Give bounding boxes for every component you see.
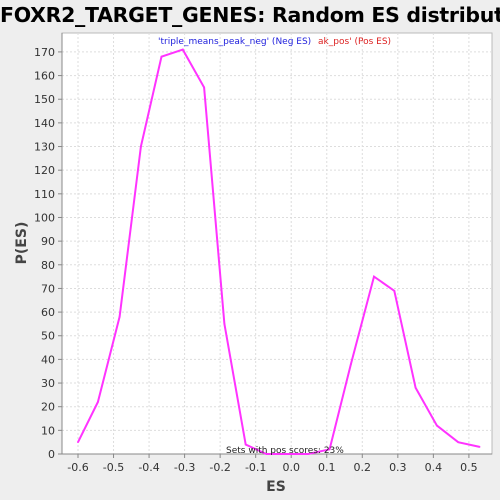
data-point bbox=[436, 424, 438, 427]
data-point bbox=[77, 441, 79, 444]
y-tick-label: 160 bbox=[34, 70, 55, 83]
x-tick-label: -0.3 bbox=[174, 461, 195, 474]
y-tick-label: 80 bbox=[41, 259, 55, 272]
data-point bbox=[223, 323, 226, 325]
y-tick-label: 110 bbox=[34, 188, 55, 201]
data-point bbox=[393, 289, 396, 292]
x-tick-label: -0.6 bbox=[67, 461, 88, 474]
y-tick-label: 50 bbox=[41, 330, 55, 343]
y-tick-label: 170 bbox=[34, 46, 55, 59]
x-tick-label: 0.4 bbox=[425, 461, 443, 474]
x-tick-label: -0.5 bbox=[103, 461, 124, 474]
legend-pos-label: ak_pos' (Pos ES) bbox=[318, 37, 391, 47]
data-point bbox=[160, 55, 163, 58]
x-tick-labels: -0.6 -0.5 -0.4 -0.3 -0.2 -0.1 0.0 0.1 0.2 0.3 0.4 0… bbox=[67, 461, 477, 474]
data-point bbox=[244, 443, 247, 446]
legend-neg-label: 'triple_means_peak_neg' (Neg ES) bbox=[158, 37, 311, 47]
y-tick-label: 10 bbox=[41, 424, 55, 437]
data-point bbox=[96, 401, 99, 403]
y-tick-label: 150 bbox=[34, 93, 55, 106]
y-tick-label: 40 bbox=[41, 353, 55, 366]
y-tick-label: 100 bbox=[34, 211, 55, 224]
x-tick-label: 0.3 bbox=[389, 461, 407, 474]
y-tick-label: 60 bbox=[41, 306, 55, 319]
y-tick-label: 30 bbox=[41, 377, 55, 390]
y-axis-title: P(ES) bbox=[14, 222, 30, 265]
y-tick-label: 20 bbox=[41, 401, 55, 414]
plot-area bbox=[61, 32, 493, 455]
y-tick-label: 90 bbox=[41, 235, 55, 248]
data-point bbox=[328, 448, 331, 451]
data-point bbox=[307, 453, 310, 455]
x-tick-label: -0.1 bbox=[245, 461, 266, 474]
data-point bbox=[181, 48, 184, 51]
y-tick-label: 140 bbox=[34, 117, 55, 130]
data-point bbox=[373, 275, 375, 278]
x-tick-label: -0.4 bbox=[138, 461, 159, 474]
x-tick-label: 0.2 bbox=[354, 461, 372, 474]
y-tick-label: 120 bbox=[34, 164, 55, 177]
data-point bbox=[118, 315, 121, 318]
data-point bbox=[414, 386, 417, 389]
data-point bbox=[478, 446, 481, 448]
x-axis-title: ES bbox=[266, 479, 286, 495]
y-tick-label: 70 bbox=[41, 282, 55, 295]
data-point bbox=[286, 453, 288, 455]
x-tick-label: 0.0 bbox=[282, 461, 300, 474]
series-line bbox=[77, 48, 480, 455]
data-point bbox=[265, 453, 268, 455]
y-tick-labels: 0 10 20 30 40 50 60 70 80 90 100 110 120 130 140 150 160… bbox=[34, 46, 55, 461]
y-tick-label: 130 bbox=[34, 141, 55, 154]
series-layer bbox=[77, 48, 481, 455]
page-title: FOXR2_TARGET_GENES: Random ES distributi… bbox=[0, 3, 500, 27]
pos-scores-annotation: Sets with pos scores: 23% bbox=[226, 446, 344, 456]
data-point bbox=[139, 145, 142, 148]
x-tick-label: 0.5 bbox=[460, 461, 478, 474]
x-tick-label: -0.2 bbox=[209, 461, 230, 474]
data-point bbox=[350, 363, 352, 366]
data-point bbox=[457, 441, 460, 444]
y-tick-label: 0 bbox=[48, 448, 55, 461]
x-tick-label: 0.1 bbox=[318, 461, 336, 474]
data-point bbox=[203, 86, 206, 89]
